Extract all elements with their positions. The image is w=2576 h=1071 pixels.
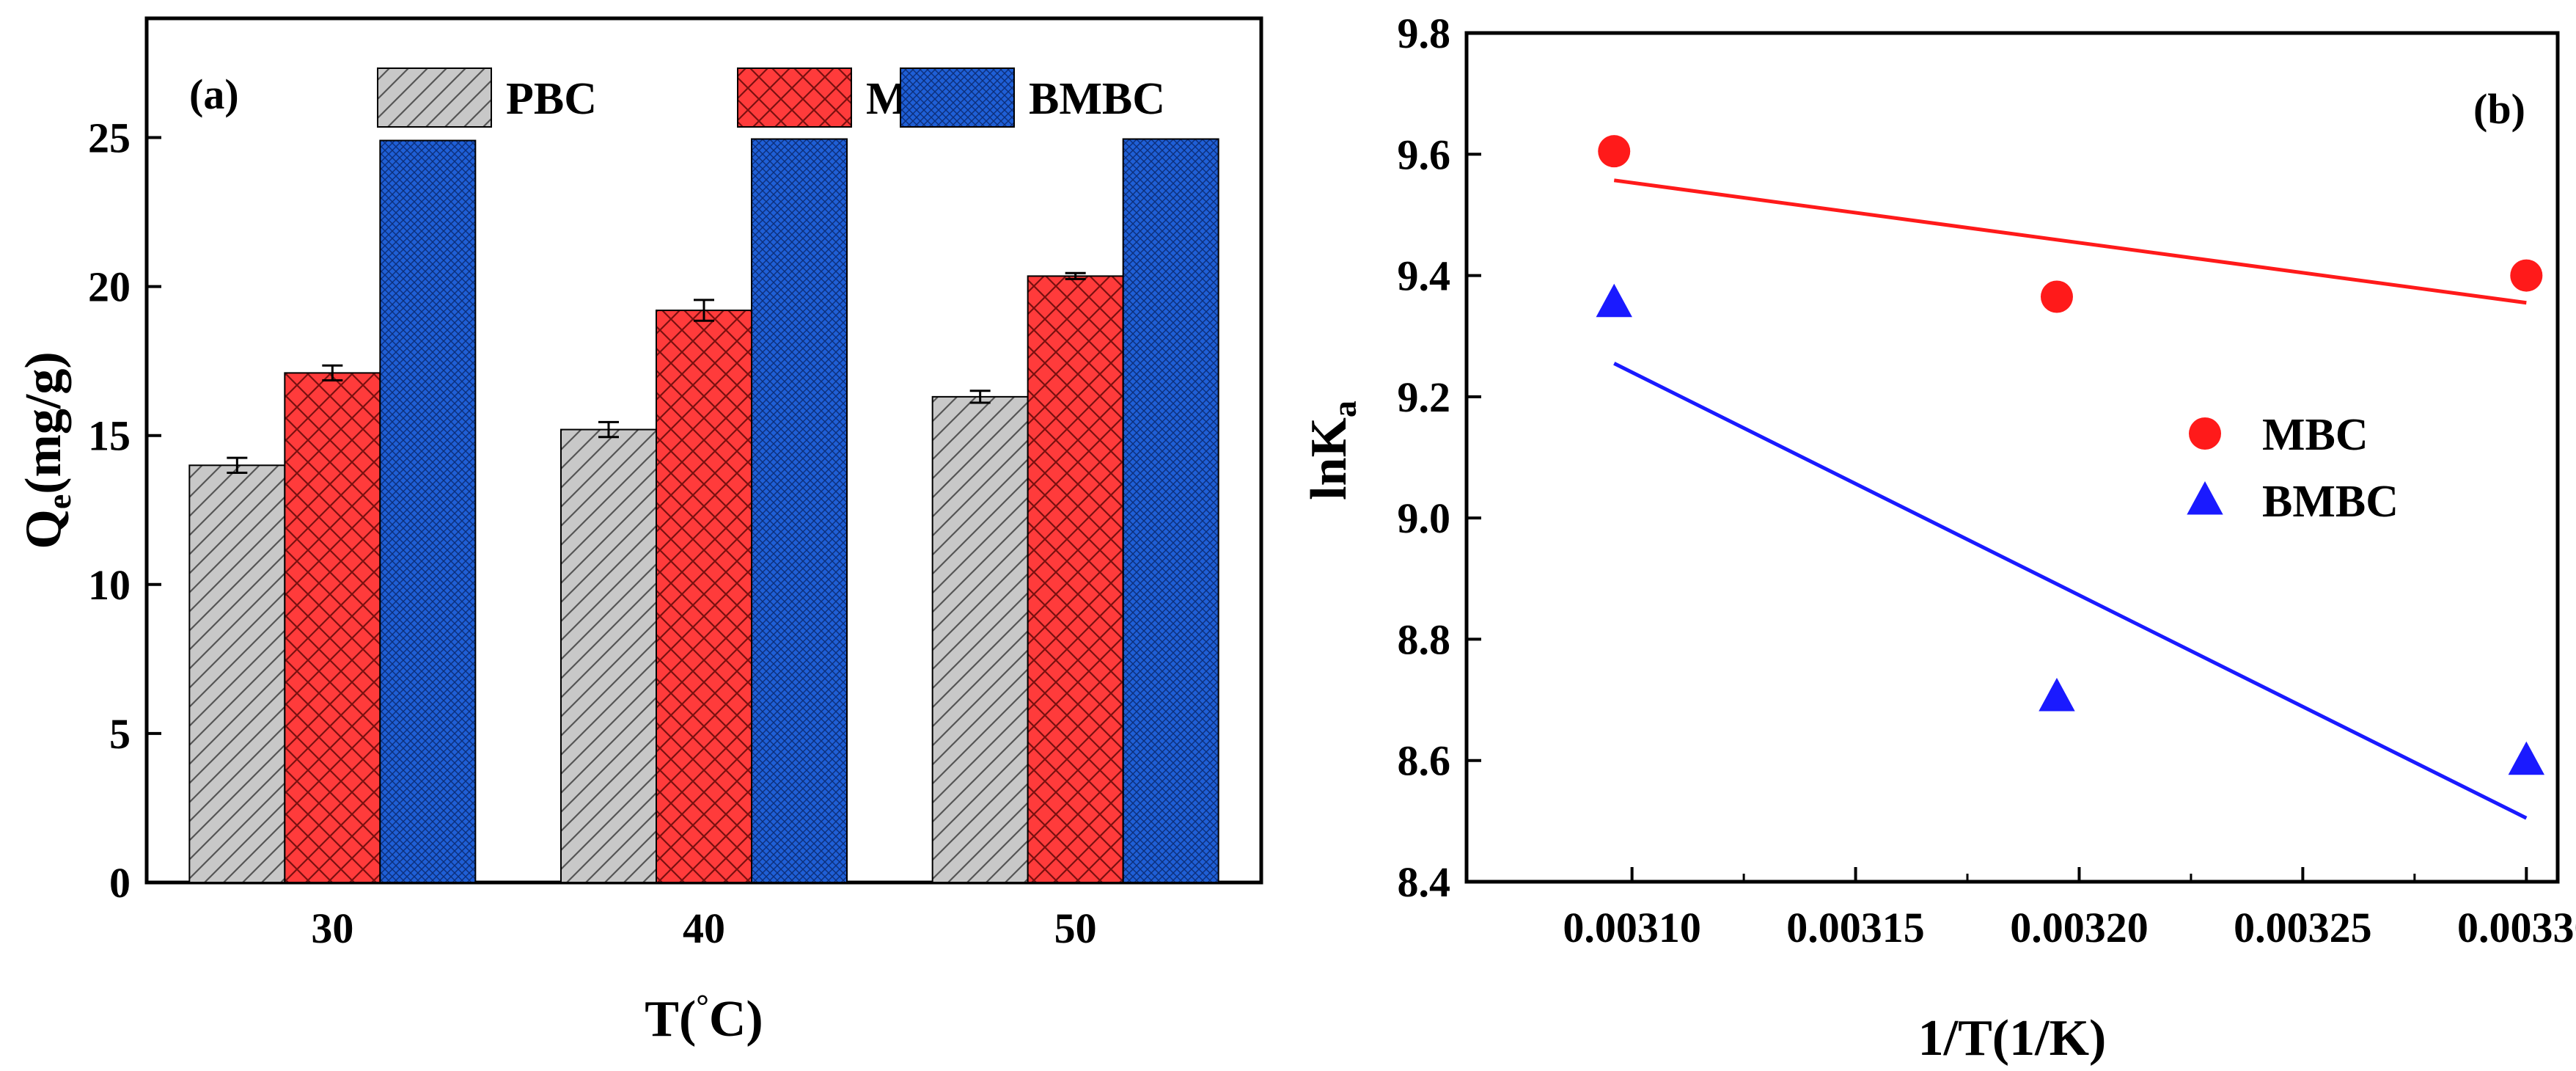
y-tick-label: 20 (88, 263, 131, 311)
point-bmbc (2039, 677, 2075, 712)
y-tick-label: 9.8 (1398, 10, 1451, 57)
legend-label-bmbc: BMBC (2262, 477, 2399, 527)
legend: PBCMBCBMBC (377, 67, 1165, 128)
bar-pbc (188, 464, 286, 883)
y-tick-label: 9.4 (1398, 252, 1451, 300)
y-tick-label: 0 (109, 859, 131, 907)
x-tick-label: 50 (1054, 904, 1097, 952)
legend-label-bmbc: BMBC (1029, 74, 1165, 124)
legend-marker-bmbc (2187, 481, 2223, 515)
point-bmbc (1596, 283, 1632, 318)
bar-mbc (284, 372, 381, 883)
legend-swatch-pbc (377, 67, 492, 128)
point-mbc (2040, 280, 2073, 313)
y-tick-label: 5 (109, 710, 131, 758)
y-tick-label: 9.6 (1398, 131, 1451, 178)
scatter-chart-panel: 8.48.68.89.09.29.49.69.8 0.00310 0.00315 0… (1301, 10, 2576, 1067)
bar-mbc (1027, 275, 1124, 883)
error-bars (227, 271, 1086, 474)
y-tick-label: 15 (88, 412, 131, 460)
y-tick-label: 9.2 (1398, 373, 1451, 421)
x-axis-ticks: 30 40 50 (311, 868, 1097, 952)
bar-mbc (656, 310, 752, 883)
point-mbc (2510, 259, 2543, 292)
x-tick-label: 0.00315 (1786, 904, 1925, 951)
y-axis-ticks: 0 5 10 15 20 25 (88, 114, 161, 907)
x-tick-label: 0.00325 (2234, 904, 2372, 951)
bar-bmbc (751, 138, 848, 883)
x-tick-label: 0.00320 (2010, 904, 2148, 951)
x-tick-label: 0.00330 (2457, 904, 2576, 951)
y-tick-label: 8.8 (1398, 615, 1451, 663)
legend: MBC BMBC (2187, 410, 2399, 527)
data-points (1596, 135, 2545, 775)
point-mbc (1598, 135, 1631, 168)
fit-line-bmbc (1613, 362, 2528, 820)
panel-label: (a) (189, 70, 239, 118)
fit-line-mbc (1613, 178, 2527, 305)
y-axis-ticks: 8.4 8.6 8.8 9.0 9.2 9.4 9.6 9.8 (1398, 10, 1481, 906)
y-tick-label: 25 (88, 114, 131, 161)
bar-bmbc (1122, 138, 1219, 883)
y-tick-label: 8.6 (1398, 737, 1451, 785)
bar-bmbc (379, 139, 477, 884)
y-axis-title: Qe(mg/g) (15, 351, 78, 549)
x-tick-label: 0.00310 (1563, 904, 1701, 951)
y-tick-label: 9.0 (1398, 494, 1451, 542)
x-axis-title: 1/T(1/K) (1918, 1010, 2107, 1067)
x-tick-label: 30 (311, 904, 353, 952)
plot-frame (1464, 31, 2560, 884)
bars (188, 138, 1219, 884)
legend-swatch-mbc (737, 67, 852, 128)
y-axis-title: lnKa (1301, 401, 1363, 500)
x-axis-ticks: 0.00310 0.00315 0.00320 0.00325 0.00330 (1563, 867, 2576, 951)
legend-swatch-bmbc (900, 67, 1015, 128)
bar-pbc (931, 395, 1029, 883)
bar-pbc (560, 428, 657, 883)
point-bmbc (2508, 741, 2545, 775)
y-tick-label: 10 (88, 561, 131, 609)
x-axis-title: T(°C) (645, 988, 763, 1048)
fit-lines (1613, 178, 2528, 820)
legend-label-pbc: PBC (506, 74, 597, 124)
legend-marker-mbc (2189, 417, 2221, 450)
legend-label-mbc: MBC (2262, 410, 2368, 460)
x-tick-label: 40 (683, 904, 725, 952)
panel-label: (b) (2473, 85, 2525, 133)
y-tick-label: 8.4 (1398, 858, 1451, 906)
bar-chart-panel: 0 5 10 15 20 25 30 40 50 PBCMBCBMBC (a) Qe(mg/g… (15, 16, 1263, 1048)
